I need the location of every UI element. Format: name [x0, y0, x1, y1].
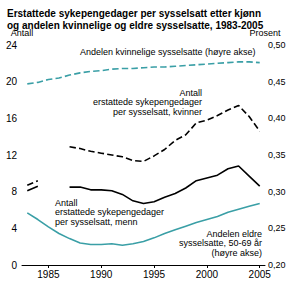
svg-text:Andelen eldre: Andelen eldre: [206, 229, 262, 239]
svg-text:0,30: 0,30: [268, 187, 286, 197]
svg-text:0,25: 0,25: [268, 223, 286, 233]
svg-text:Antall: Antall: [179, 88, 202, 98]
svg-text:0: 0: [11, 260, 17, 271]
svg-text:0,35: 0,35: [268, 150, 286, 160]
svg-text:2000: 2000: [196, 269, 219, 280]
svg-text:20: 20: [6, 76, 18, 87]
svg-text:16: 16: [6, 113, 18, 124]
svg-text:og andelen kvinnelige og eldre: og andelen kvinnelige og eldre sysselsat…: [7, 20, 264, 31]
svg-text:24: 24: [6, 40, 18, 51]
svg-text:1985: 1985: [37, 269, 60, 280]
svg-text:2005: 2005: [249, 269, 272, 280]
svg-text:4: 4: [11, 223, 17, 234]
svg-text:per sysselsatt, menn: per sysselsatt, menn: [55, 217, 138, 227]
svg-text:0,40: 0,40: [268, 113, 286, 123]
svg-text:0,45: 0,45: [268, 77, 286, 87]
svg-text:12: 12: [6, 150, 18, 161]
svg-text:0,20: 0,20: [268, 260, 286, 270]
svg-text:sysselsatte, 50-69 år: sysselsatte, 50-69 år: [179, 238, 262, 248]
svg-text:Andelen kvinnelige sysselsatte: Andelen kvinnelige sysselsatte (høyre ak…: [80, 47, 256, 57]
svg-text:erstattede sykepengedager: erstattede sykepengedager: [93, 97, 202, 107]
svg-text:1990: 1990: [90, 269, 113, 280]
svg-text:per sysselsatt, kvinner: per sysselsatt, kvinner: [113, 107, 202, 117]
svg-text:8: 8: [11, 186, 17, 197]
svg-text:Prosent: Prosent: [249, 27, 281, 38]
svg-text:1995: 1995: [143, 269, 166, 280]
svg-text:(høyre akse): (høyre akse): [211, 248, 262, 258]
svg-text:0,50: 0,50: [268, 40, 286, 50]
svg-text:Erstattede sykepengedager per: Erstattede sykepengedager per sysselsatt…: [7, 8, 261, 19]
svg-text:erstattede sykepengedager: erstattede sykepengedager: [55, 207, 164, 217]
svg-text:Antall: Antall: [10, 27, 34, 38]
svg-text:Antall: Antall: [55, 198, 78, 208]
